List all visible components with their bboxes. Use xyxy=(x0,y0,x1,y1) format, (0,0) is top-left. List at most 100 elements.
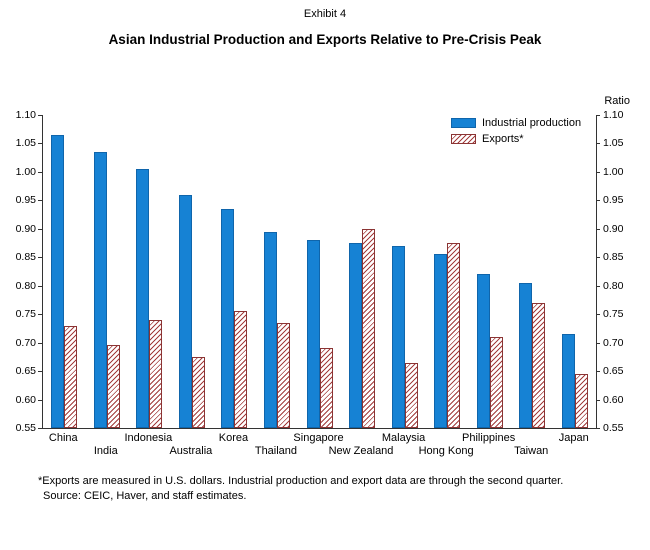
axis-tick-left xyxy=(38,342,42,344)
bar-exports-thailand xyxy=(277,323,290,428)
chart-legend: Industrial production Exports* xyxy=(451,117,581,149)
x-axis-category-label: Japan xyxy=(558,432,589,444)
bar-industrial-production-hong-kong xyxy=(434,254,447,428)
y-axis-tick-label-left: 1.10 xyxy=(15,109,36,121)
axis-tick-right xyxy=(596,200,600,202)
axis-tick-right xyxy=(596,314,600,316)
axis-tick-left xyxy=(38,314,42,316)
bar-exports-australia xyxy=(192,357,205,428)
x-axis-category-label: Malaysia xyxy=(381,432,426,444)
x-axis-category-label: Singapore xyxy=(293,432,344,444)
bar-industrial-production-indonesia xyxy=(136,169,149,428)
x-axis-category-label: New Zealand xyxy=(328,445,394,457)
axis-tick-right xyxy=(596,428,600,429)
axis-tick-right xyxy=(596,228,600,230)
axis-tick-left xyxy=(38,285,42,287)
axis-tick-right xyxy=(596,399,600,401)
plot-area: Industrial production Exports* xyxy=(42,115,597,429)
chart-title: Asian Industrial Production and Exports … xyxy=(108,32,542,47)
y-axis-tick-label-right: 0.70 xyxy=(603,336,624,349)
y-axis-tick-label-right: 1.05 xyxy=(603,137,624,150)
y-axis-tick-label-right: 0.90 xyxy=(603,222,624,235)
y-axis-tick-label-left: 0.85 xyxy=(15,251,36,264)
y-axis-tick-label-left: 0.70 xyxy=(15,336,36,349)
y-axis-tick-label-right: 0.85 xyxy=(603,251,624,264)
bar-exports-taiwan xyxy=(532,303,545,428)
axis-tick-left xyxy=(38,228,42,230)
industrial-production-swatch-icon xyxy=(451,118,476,128)
y-axis-tick-label-left: 0.75 xyxy=(15,308,36,321)
axis-tick-right xyxy=(596,257,600,259)
bar-industrial-production-india xyxy=(94,152,107,428)
bar-exports-japan xyxy=(575,374,588,428)
bar-exports-philippines xyxy=(490,337,503,428)
bar-industrial-production-australia xyxy=(179,195,192,428)
axis-tick-left xyxy=(38,257,42,259)
x-axis-category-label: Taiwan xyxy=(514,445,549,457)
bar-industrial-production-korea xyxy=(221,209,234,428)
y-axis-tick-label-left: 1.05 xyxy=(15,137,36,150)
bar-industrial-production-japan xyxy=(562,334,575,428)
y-axis-tick-label-right: 1.10 xyxy=(603,109,624,121)
x-axis-category-label: Australia xyxy=(169,445,213,457)
axis-tick-left xyxy=(38,115,42,116)
bar-industrial-production-philippines xyxy=(477,274,490,428)
y-axis-tick-label-right: 0.65 xyxy=(603,365,624,378)
axis-tick-right xyxy=(596,143,600,145)
y-axis-tick-label-right: 0.60 xyxy=(603,393,624,406)
axis-tick-right xyxy=(596,371,600,373)
bar-industrial-production-taiwan xyxy=(519,283,532,428)
bar-industrial-production-new-zealand xyxy=(349,243,362,428)
bar-exports-china xyxy=(64,326,77,428)
axis-tick-left xyxy=(38,399,42,401)
y-axis-tick-label-right: 1.00 xyxy=(603,165,624,178)
y-axis-tick-label-right: 0.55 xyxy=(603,422,624,434)
legend-item-industrial-production: Industrial production xyxy=(451,117,581,129)
y-axis-tick-label-left: 0.55 xyxy=(15,422,36,434)
axis-tick-right xyxy=(596,342,600,344)
axis-tick-right xyxy=(596,171,600,173)
axis-tick-left xyxy=(38,171,42,173)
y-axis-tick-label-left: 0.60 xyxy=(15,393,36,406)
x-axis-category-label: Philippines xyxy=(462,432,516,444)
y-axis-tick-label-right: 0.75 xyxy=(603,308,624,321)
x-axis-category-label: Thailand xyxy=(254,445,298,457)
x-axis-category-label: Indonesia xyxy=(124,432,173,444)
bar-exports-malaysia xyxy=(405,363,418,428)
x-axis-category-label: Hong Kong xyxy=(418,445,474,457)
bar-exports-singapore xyxy=(320,348,333,428)
x-axis-category-label: India xyxy=(93,445,118,457)
legend-item-exports: Exports* xyxy=(451,133,581,145)
bar-exports-indonesia xyxy=(149,320,162,428)
axis-tick-right xyxy=(596,285,600,287)
legend-label-exports: Exports* xyxy=(482,133,524,145)
bar-exports-hong-kong xyxy=(447,243,460,428)
y-axis-tick-label-left: 1.00 xyxy=(15,165,36,178)
y-axis-tick-label-right: 0.80 xyxy=(603,279,624,292)
axis-tick-left xyxy=(38,143,42,145)
axis-tick-left xyxy=(38,371,42,373)
footnotes: *Exports are measured in U.S. dollars. I… xyxy=(38,474,628,504)
bar-industrial-production-thailand xyxy=(264,232,277,428)
y-axis-tick-label-left: 0.90 xyxy=(15,222,36,235)
y-axis-tick-label-left: 0.80 xyxy=(15,279,36,292)
bar-industrial-production-china xyxy=(51,135,64,428)
x-axis-category-label: Korea xyxy=(218,432,249,444)
exhibit-number: Exhibit 4 xyxy=(303,8,347,20)
right-axis-title: Ratio xyxy=(604,95,630,107)
x-axis-category-label: China xyxy=(48,432,78,444)
y-axis-tick-label-left: 0.65 xyxy=(15,365,36,378)
bar-exports-new-zealand xyxy=(362,229,375,428)
axis-tick-right xyxy=(596,115,600,116)
footnote-source: Source: CEIC, Haver, and staff estimates… xyxy=(43,490,247,502)
bar-exports-india xyxy=(107,345,120,428)
y-axis-tick-label-right: 0.95 xyxy=(603,194,624,207)
axis-tick-left xyxy=(38,428,42,429)
legend-label-industrial-production: Industrial production xyxy=(482,117,582,129)
axis-tick-left xyxy=(38,200,42,202)
exports-swatch-icon xyxy=(451,134,476,144)
bar-industrial-production-malaysia xyxy=(392,246,405,428)
bar-industrial-production-singapore xyxy=(307,240,320,428)
y-axis-tick-label-left: 0.95 xyxy=(15,194,36,207)
